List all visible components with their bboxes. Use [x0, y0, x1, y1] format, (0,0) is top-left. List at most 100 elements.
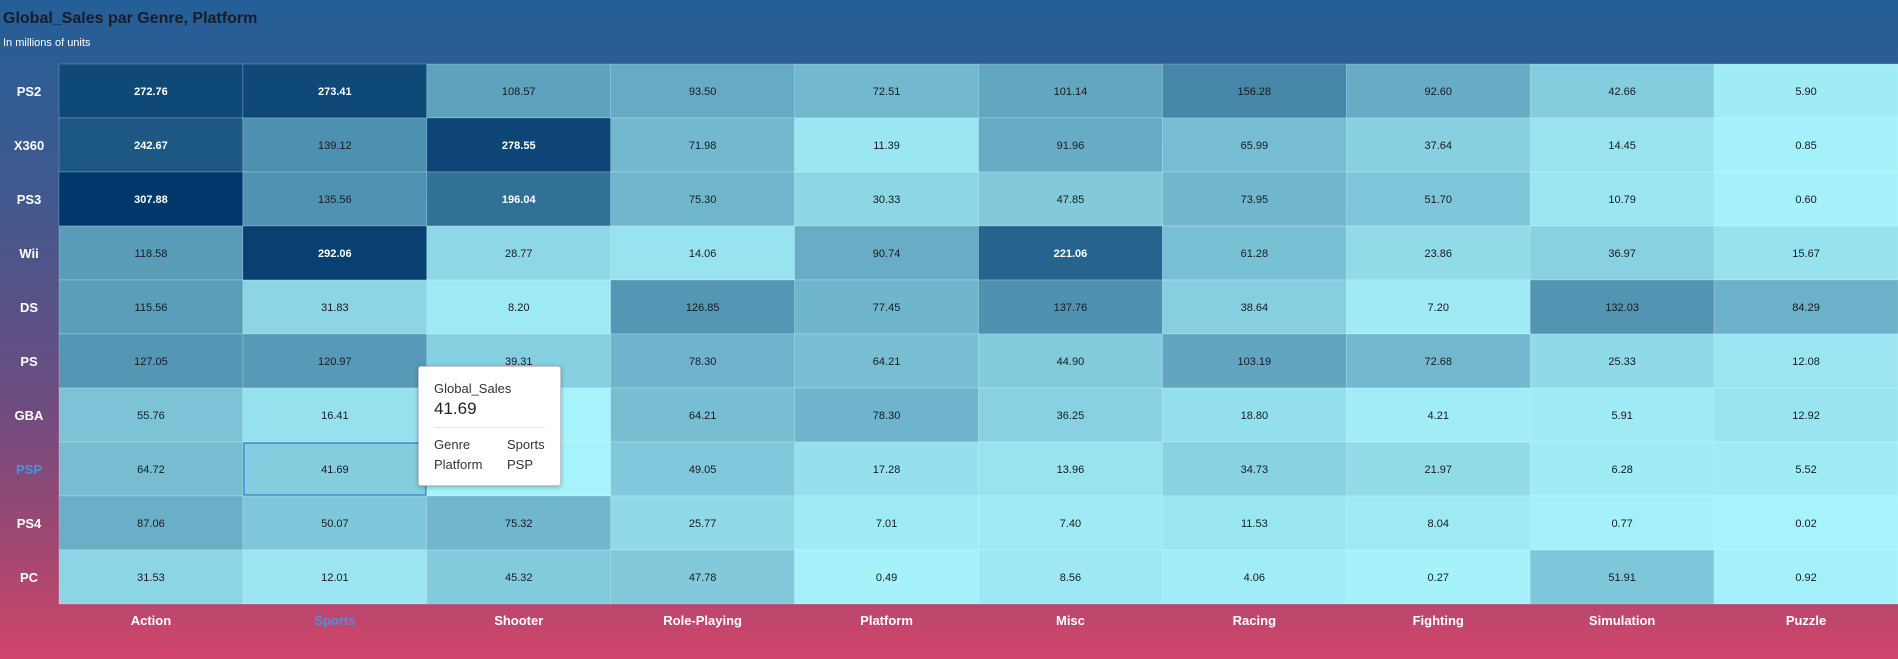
- heatmap-cell[interactable]: [1713, 495, 1898, 551]
- heatmap-cell[interactable]: [794, 549, 979, 605]
- heatmap-cell[interactable]: [58, 549, 244, 605]
- heatmap-cell[interactable]: [242, 225, 428, 281]
- heatmap-cell[interactable]: [242, 117, 428, 173]
- heatmap-cell[interactable]: [1162, 549, 1347, 605]
- heatmap-cell[interactable]: [1346, 495, 1531, 551]
- heatmap-cell[interactable]: [426, 279, 611, 335]
- heatmap-cell[interactable]: [58, 495, 244, 551]
- heatmap-cell[interactable]: [1346, 171, 1531, 227]
- heatmap-cell[interactable]: [58, 387, 244, 443]
- heatmap-cell[interactable]: [426, 549, 611, 605]
- heatmap-cell[interactable]: [1529, 63, 1715, 119]
- heatmap-cell[interactable]: [978, 549, 1163, 605]
- x-axis-label: Role-Playing: [663, 613, 742, 628]
- heatmap-cell[interactable]: [1713, 333, 1898, 389]
- heatmap-cell[interactable]: [1346, 549, 1531, 605]
- heatmap-cell[interactable]: [242, 171, 428, 227]
- heatmap-cell[interactable]: [1529, 225, 1715, 281]
- cell-value-label: 0.60: [1795, 194, 1816, 206]
- heatmap-cell[interactable]: [794, 441, 979, 497]
- heatmap-cell[interactable]: [58, 117, 244, 173]
- heatmap-cell[interactable]: [794, 495, 979, 551]
- heatmap-cell[interactable]: [610, 171, 795, 227]
- heatmap-cell[interactable]: [1162, 441, 1347, 497]
- heatmap-cell[interactable]: [426, 225, 611, 281]
- heatmap-cell[interactable]: [1529, 387, 1715, 443]
- heatmap-cell[interactable]: [794, 225, 979, 281]
- heatmap-cell[interactable]: [426, 63, 611, 119]
- heatmap-cell[interactable]: [1346, 279, 1531, 335]
- heatmap-cell[interactable]: [978, 279, 1163, 335]
- heatmap-cell[interactable]: [978, 495, 1163, 551]
- heatmap-cell[interactable]: [1713, 279, 1898, 335]
- cell-value-label: 37.64: [1424, 140, 1452, 152]
- heatmap-cell[interactable]: [1713, 225, 1898, 281]
- heatmap-cell[interactable]: [58, 225, 244, 281]
- heatmap-cell[interactable]: [610, 387, 795, 443]
- heatmap-cell[interactable]: [794, 387, 979, 443]
- heatmap-cell[interactable]: [610, 117, 795, 173]
- cell-value-label: 84.29: [1792, 302, 1820, 314]
- heatmap-cell[interactable]: [610, 63, 795, 119]
- cell-value-label: 14.06: [689, 248, 717, 260]
- heatmap-cell[interactable]: [1346, 117, 1531, 173]
- x-axis-label: Fighting: [1413, 613, 1464, 628]
- heatmap-cell[interactable]: [58, 171, 244, 227]
- heatmap-cell[interactable]: [610, 333, 795, 389]
- heatmap-cell[interactable]: [1713, 63, 1898, 119]
- heatmap-cell[interactable]: [1162, 387, 1347, 443]
- chart-subtitle: In millions of units: [3, 37, 91, 49]
- heatmap-cell[interactable]: [794, 117, 979, 173]
- heatmap-cell[interactable]: [1162, 279, 1347, 335]
- heatmap-cell[interactable]: [794, 171, 979, 227]
- heatmap-cell[interactable]: [1529, 549, 1715, 605]
- x-axis-label: Racing: [1233, 613, 1276, 628]
- cell-value-label: 47.85: [1057, 194, 1085, 206]
- heatmap-cell[interactable]: [978, 117, 1163, 173]
- y-axis-label: PC: [20, 570, 39, 585]
- heatmap-cell[interactable]: [58, 441, 244, 497]
- heatmap-cell[interactable]: [1162, 117, 1347, 173]
- cell-value-label: 42.66: [1608, 86, 1636, 98]
- heatmap-cell[interactable]: [978, 441, 1163, 497]
- heatmap-cell[interactable]: [794, 63, 979, 119]
- heatmap-cell[interactable]: [978, 63, 1163, 119]
- heatmap-cell[interactable]: [978, 387, 1163, 443]
- heatmap-cell[interactable]: [1529, 117, 1715, 173]
- cell-value-label: 51.70: [1424, 194, 1452, 206]
- heatmap-cell[interactable]: [242, 441, 428, 497]
- heatmap-cell[interactable]: [1713, 117, 1898, 173]
- cell-value-label: 34.73: [1241, 464, 1269, 476]
- heatmap-cell[interactable]: [1713, 549, 1898, 605]
- heatmap-cell[interactable]: [242, 279, 428, 335]
- heatmap-cell[interactable]: [1529, 495, 1715, 551]
- heatmap-cell[interactable]: [610, 495, 795, 551]
- heatmap-cell[interactable]: [1162, 225, 1347, 281]
- heatmap-cell[interactable]: [1713, 441, 1898, 497]
- heatmap-cell[interactable]: [242, 495, 428, 551]
- heatmap-cell[interactable]: [1713, 387, 1898, 443]
- heatmap-cell[interactable]: [58, 63, 244, 119]
- heatmap-cell[interactable]: [1529, 441, 1715, 497]
- cell-value-label: 92.60: [1424, 86, 1452, 98]
- cell-value-label: 51.91: [1608, 572, 1636, 584]
- cell-value-label: 221.06: [1054, 248, 1088, 260]
- cell-value-label: 139.12: [318, 140, 352, 152]
- heatmap-cell[interactable]: [794, 333, 979, 389]
- cell-value-label: 127.05: [134, 356, 168, 368]
- cell-value-label: 132.03: [1605, 302, 1639, 314]
- heatmap-cell[interactable]: [1162, 63, 1347, 119]
- heatmap-cell[interactable]: [426, 495, 611, 551]
- heatmap-cell[interactable]: [426, 117, 611, 173]
- heatmap-cell[interactable]: [610, 225, 795, 281]
- cell-value-label: 0.02: [1795, 518, 1816, 530]
- cell-value-label: 5.90: [1795, 86, 1816, 98]
- heatmap-cell[interactable]: [610, 279, 795, 335]
- heatmap-cell[interactable]: [1529, 171, 1715, 227]
- cell-value-label: 273.41: [318, 86, 352, 98]
- heatmap-cell[interactable]: [610, 549, 795, 605]
- heatmap-cell[interactable]: [58, 279, 244, 335]
- heatmap-cell[interactable]: [1346, 225, 1531, 281]
- heatmap-cell[interactable]: [242, 333, 428, 389]
- heatmap-cell[interactable]: [978, 171, 1163, 227]
